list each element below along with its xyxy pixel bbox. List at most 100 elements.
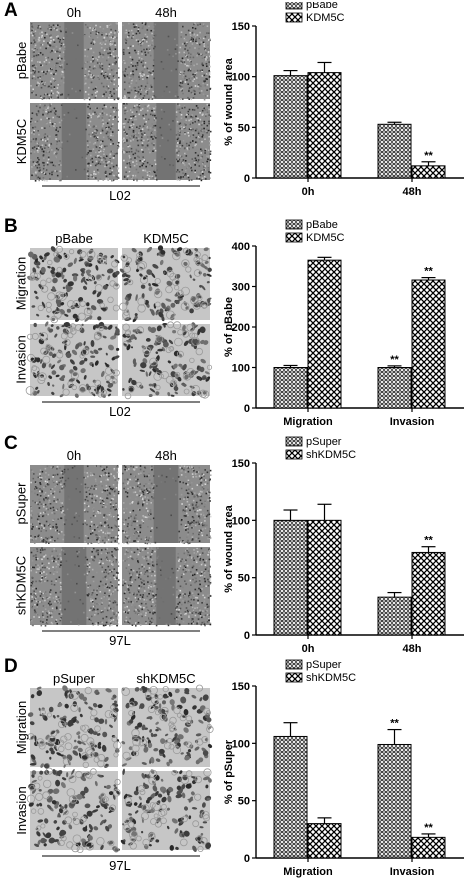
bar bbox=[378, 368, 411, 409]
y-axis-label: % of pSuper bbox=[223, 739, 235, 804]
y-tick-label: 400 bbox=[232, 241, 250, 253]
row-label: pBabe bbox=[14, 22, 29, 99]
micrograph bbox=[122, 322, 212, 399]
micrograph bbox=[30, 103, 120, 182]
legend-swatch bbox=[286, 450, 302, 459]
y-axis-label: % of pBabe bbox=[223, 297, 235, 357]
micrograph bbox=[122, 103, 212, 182]
bar bbox=[308, 824, 341, 858]
bar bbox=[274, 520, 307, 635]
y-tick-label: 50 bbox=[238, 122, 250, 134]
legend-label: pSuper bbox=[306, 436, 342, 448]
y-tick-label: 0 bbox=[244, 403, 250, 415]
column-label: 48h bbox=[136, 5, 196, 20]
cell-line-label: 97L bbox=[100, 858, 140, 873]
legend-label: pBabe bbox=[306, 219, 338, 231]
bar bbox=[378, 597, 411, 635]
legend-label: KDM5C bbox=[306, 12, 345, 24]
row-label: shKDM5C bbox=[14, 547, 29, 625]
micrograph-grid bbox=[0, 218, 215, 434]
row-label: Migration bbox=[14, 248, 29, 320]
x-tick-label: Invasion bbox=[390, 866, 435, 878]
column-label: 0h bbox=[44, 5, 104, 20]
row-label: KDM5C bbox=[14, 103, 29, 180]
row-label: Invasion bbox=[14, 324, 29, 396]
y-tick-label: 0 bbox=[244, 630, 250, 642]
micrograph-grid bbox=[0, 2, 215, 218]
x-tick-label: 48h bbox=[403, 186, 422, 198]
row-label: Invasion bbox=[14, 771, 29, 850]
cell-line-label: 97L bbox=[100, 633, 140, 648]
micrograph bbox=[27, 684, 121, 770]
legend-label: shKDM5C bbox=[306, 672, 356, 684]
micrograph bbox=[122, 547, 211, 627]
column-label: pSuper bbox=[44, 671, 104, 686]
cell-line-label: L02 bbox=[100, 404, 140, 419]
column-label: pBabe bbox=[44, 231, 104, 246]
x-tick-label: 0h bbox=[302, 643, 315, 655]
bar bbox=[274, 76, 307, 178]
y-tick-label: 50 bbox=[238, 573, 250, 585]
y-axis-label: % of wound area bbox=[223, 57, 235, 145]
column-label: 48h bbox=[136, 448, 196, 463]
y-tick-label: 50 bbox=[238, 796, 250, 808]
micrograph bbox=[122, 22, 211, 101]
legend-swatch bbox=[286, 660, 302, 669]
bar bbox=[274, 736, 307, 858]
cell-line-label: L02 bbox=[100, 188, 140, 203]
micrograph bbox=[120, 768, 212, 852]
significance-mark: ** bbox=[390, 718, 399, 730]
micrograph bbox=[122, 465, 212, 544]
bar bbox=[412, 166, 445, 178]
significance-mark: ** bbox=[424, 266, 433, 278]
bar bbox=[412, 837, 445, 858]
row-label: Migration bbox=[14, 688, 29, 767]
bar bbox=[412, 280, 445, 408]
micrograph bbox=[30, 547, 120, 627]
micrograph bbox=[27, 768, 120, 853]
legend-label: pSuper bbox=[306, 659, 342, 671]
x-tick-label: Migration bbox=[283, 416, 333, 428]
legend-swatch bbox=[286, 437, 302, 446]
legend-label: shKDM5C bbox=[306, 449, 356, 461]
y-tick-label: 0 bbox=[244, 853, 250, 865]
y-tick-label: 300 bbox=[232, 282, 250, 294]
significance-mark: ** bbox=[390, 354, 399, 366]
x-tick-label: 48h bbox=[403, 643, 422, 655]
micrograph-grid bbox=[0, 658, 215, 874]
y-tick-label: 100 bbox=[232, 363, 250, 375]
legend-swatch bbox=[286, 673, 302, 682]
x-tick-label: 0h bbox=[302, 186, 315, 198]
y-tick-label: 0 bbox=[244, 173, 250, 185]
legend-swatch bbox=[286, 233, 302, 242]
micrograph bbox=[26, 321, 120, 399]
bar bbox=[274, 368, 307, 409]
bar bbox=[412, 552, 445, 635]
x-tick-label: Invasion bbox=[390, 416, 435, 428]
micrograph bbox=[119, 245, 212, 323]
bar bbox=[308, 520, 341, 635]
bar bbox=[378, 744, 411, 858]
y-axis-label: % of wound area bbox=[223, 504, 235, 592]
row-label: pSuper bbox=[14, 465, 29, 543]
legend-label: pBabe bbox=[306, 2, 338, 11]
y-tick-label: 150 bbox=[232, 458, 250, 470]
column-label: KDM5C bbox=[136, 231, 196, 246]
micrograph bbox=[30, 22, 120, 100]
significance-mark: ** bbox=[424, 535, 433, 547]
micrograph bbox=[26, 245, 120, 323]
micrograph bbox=[121, 685, 213, 767]
significance-mark: ** bbox=[424, 822, 433, 834]
legend-swatch bbox=[286, 220, 302, 229]
column-label: 0h bbox=[44, 448, 104, 463]
legend-label: KDM5C bbox=[306, 232, 345, 244]
micrograph bbox=[30, 465, 120, 544]
